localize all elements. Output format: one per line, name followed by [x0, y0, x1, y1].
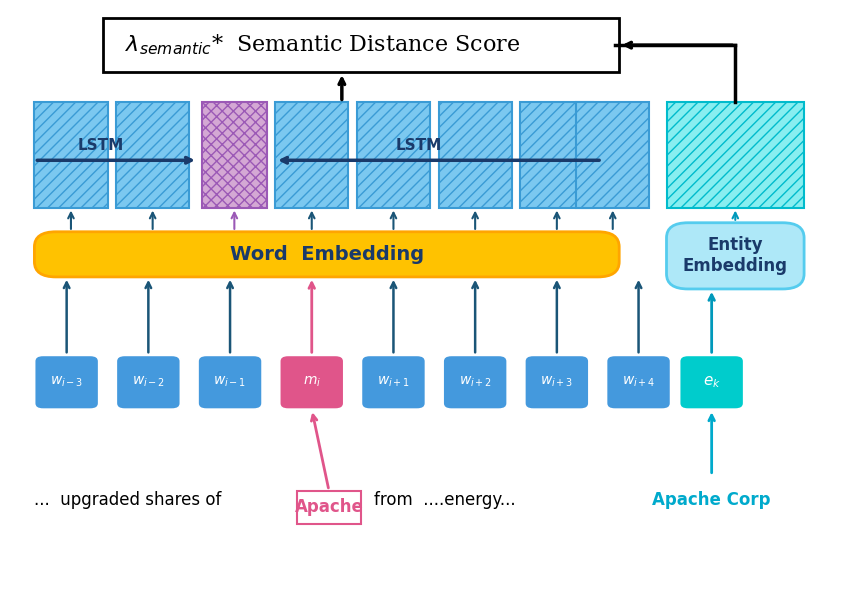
FancyBboxPatch shape — [34, 102, 108, 208]
FancyBboxPatch shape — [116, 355, 181, 409]
FancyBboxPatch shape — [357, 102, 430, 208]
FancyBboxPatch shape — [116, 102, 189, 208]
FancyBboxPatch shape — [520, 102, 593, 208]
FancyBboxPatch shape — [34, 355, 99, 409]
Text: LSTM: LSTM — [77, 138, 124, 153]
FancyBboxPatch shape — [198, 355, 262, 409]
FancyBboxPatch shape — [606, 355, 671, 409]
Text: $w_{i+3}$: $w_{i+3}$ — [540, 375, 574, 389]
Text: $w_{i+2}$: $w_{i+2}$ — [458, 375, 492, 389]
Text: Apache Corp: Apache Corp — [653, 491, 771, 509]
FancyBboxPatch shape — [202, 102, 267, 208]
Text: Entity
Embedding: Entity Embedding — [683, 237, 788, 275]
FancyBboxPatch shape — [34, 232, 619, 277]
Text: $w_{i-2}$: $w_{i-2}$ — [132, 375, 165, 389]
Text: $e_k$: $e_k$ — [703, 374, 721, 390]
FancyBboxPatch shape — [361, 355, 426, 409]
FancyBboxPatch shape — [443, 355, 507, 409]
FancyBboxPatch shape — [679, 355, 744, 409]
FancyBboxPatch shape — [280, 355, 344, 409]
Text: Word  Embedding: Word Embedding — [230, 245, 424, 264]
FancyBboxPatch shape — [576, 102, 649, 208]
Text: $w_{i+1}$: $w_{i+1}$ — [377, 375, 410, 389]
FancyBboxPatch shape — [275, 102, 348, 208]
FancyBboxPatch shape — [439, 102, 512, 208]
Text: $\lambda_{semantic}$*  Semantic Distance Score: $\lambda_{semantic}$* Semantic Distance … — [125, 33, 520, 57]
Text: from  ....energy...: from ....energy... — [374, 491, 516, 509]
Bar — [297, 491, 361, 524]
Text: LSTM: LSTM — [396, 138, 442, 153]
FancyBboxPatch shape — [666, 102, 804, 208]
Text: $w_{i+4}$: $w_{i+4}$ — [622, 375, 655, 389]
Text: ...  upgraded shares of: ... upgraded shares of — [34, 491, 222, 509]
FancyBboxPatch shape — [525, 355, 589, 409]
Text: $m_i$: $m_i$ — [303, 375, 321, 389]
Bar — [103, 18, 619, 72]
FancyBboxPatch shape — [666, 223, 804, 289]
Text: $w_{i-3}$: $w_{i-3}$ — [50, 375, 83, 389]
Text: Apache: Apache — [294, 498, 364, 516]
Text: $w_{i-1}$: $w_{i-1}$ — [213, 375, 247, 389]
